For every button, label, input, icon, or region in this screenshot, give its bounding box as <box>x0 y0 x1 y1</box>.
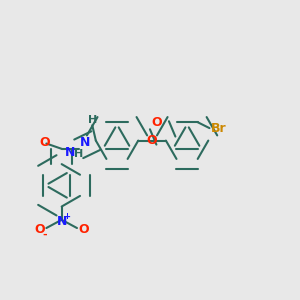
Text: N: N <box>80 136 91 149</box>
Text: -: - <box>43 230 47 239</box>
Text: N: N <box>64 146 75 159</box>
Text: O: O <box>78 223 89 236</box>
Text: H: H <box>88 115 97 125</box>
Text: O: O <box>40 136 50 148</box>
Text: N: N <box>56 215 67 228</box>
Text: H: H <box>74 149 83 159</box>
Text: O: O <box>151 116 162 129</box>
Text: O: O <box>34 223 45 236</box>
Text: Br: Br <box>211 122 227 135</box>
Text: O: O <box>146 134 157 147</box>
Text: +: + <box>64 212 70 221</box>
